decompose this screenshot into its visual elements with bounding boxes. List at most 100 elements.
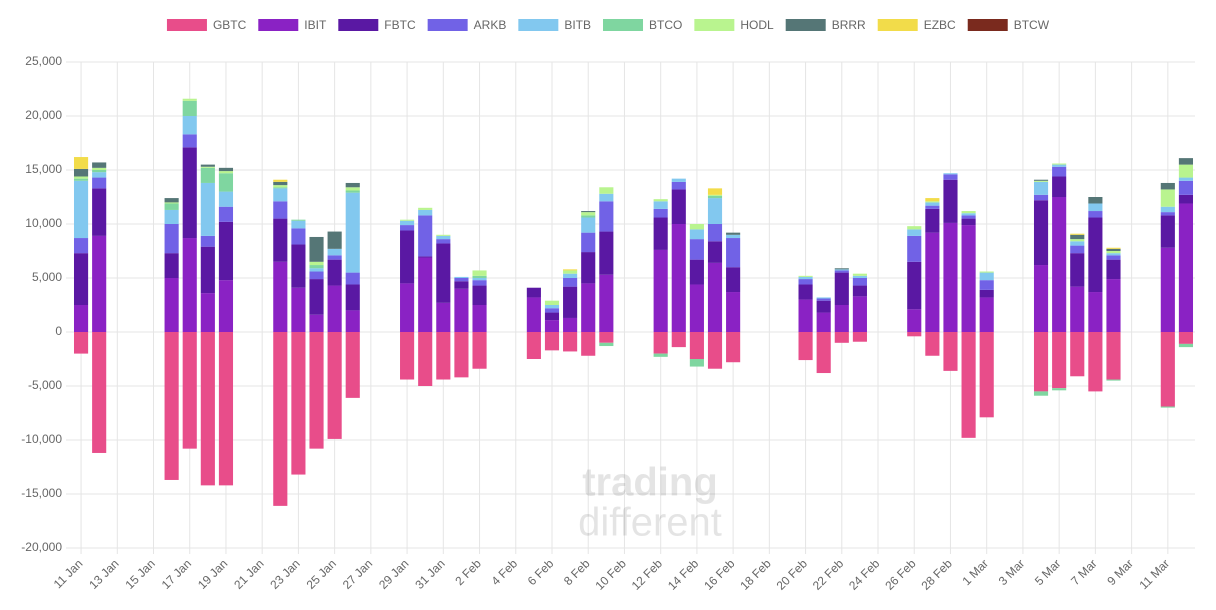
bar-segment bbox=[472, 280, 487, 286]
bar-segment bbox=[961, 215, 976, 219]
bar-segment bbox=[1178, 164, 1194, 178]
bar-segment bbox=[291, 228, 306, 245]
legend-label: BRRR bbox=[832, 18, 866, 32]
bar-segment bbox=[816, 300, 831, 313]
bar-segment bbox=[436, 239, 451, 244]
bar-segment bbox=[273, 218, 288, 262]
x-tick-label: 27 Jan bbox=[340, 556, 375, 591]
bar-segment bbox=[526, 287, 541, 298]
watermark: trading different bbox=[578, 461, 722, 545]
bar-segment bbox=[182, 147, 197, 239]
bar-segment bbox=[581, 212, 596, 216]
bar-segment bbox=[707, 198, 723, 224]
bar-segment bbox=[599, 201, 614, 232]
x-tick-label: 25 Jan bbox=[304, 556, 339, 591]
bar-segment bbox=[182, 98, 197, 101]
bar-segment bbox=[653, 199, 668, 202]
bar-segment bbox=[200, 246, 215, 294]
bar-segment bbox=[563, 269, 578, 271]
bar-segment bbox=[726, 267, 741, 293]
bar-segment bbox=[979, 280, 994, 290]
bar-segment bbox=[92, 177, 107, 189]
bar-segment bbox=[182, 116, 197, 135]
bar-segment bbox=[907, 261, 922, 310]
legend-swatch bbox=[877, 19, 918, 31]
bar-segment bbox=[925, 232, 940, 332]
bar-segment bbox=[798, 279, 813, 285]
bar-segment bbox=[707, 332, 723, 369]
bar-segment bbox=[436, 302, 451, 332]
bar-segment bbox=[200, 332, 215, 486]
bar-segment bbox=[164, 278, 179, 332]
y-tick-label: 15,000 bbox=[25, 162, 62, 176]
bar-segment bbox=[273, 201, 288, 219]
bar-segment bbox=[1106, 255, 1121, 260]
bar-segment bbox=[309, 279, 324, 315]
bar-segment bbox=[454, 276, 469, 278]
bar-segment bbox=[1088, 197, 1103, 204]
bar-segment bbox=[943, 332, 958, 371]
bar-segment bbox=[726, 232, 741, 235]
y-tick-label: 20,000 bbox=[25, 108, 62, 122]
bar-segment bbox=[599, 231, 614, 275]
bar-segment bbox=[182, 100, 197, 116]
x-tick-label: 13 Jan bbox=[86, 556, 121, 591]
bar-segment bbox=[1033, 332, 1049, 392]
bar-segment bbox=[1070, 234, 1085, 240]
x-tick-label: 8 Feb bbox=[561, 556, 593, 588]
legend-label: IBIT bbox=[304, 18, 327, 32]
bar-segment bbox=[164, 253, 179, 278]
bar-segment bbox=[1178, 203, 1194, 332]
bar-segment bbox=[798, 276, 813, 280]
bar-segment bbox=[816, 297, 831, 299]
bar-segment bbox=[1106, 253, 1121, 256]
bar-segment bbox=[327, 255, 342, 260]
bar-segment bbox=[200, 166, 215, 168]
bar-segment bbox=[218, 167, 234, 172]
bar-segment bbox=[92, 332, 107, 453]
bar-segment bbox=[164, 198, 179, 203]
bar-segment bbox=[961, 332, 976, 438]
bar-segment bbox=[1160, 406, 1175, 408]
bar-segment bbox=[1033, 200, 1049, 266]
bar-segment bbox=[834, 272, 849, 305]
bar-segment bbox=[979, 297, 994, 332]
bar-segment bbox=[1088, 332, 1103, 392]
bar-segment bbox=[689, 224, 704, 230]
bar-segment bbox=[1160, 189, 1175, 207]
legend-label: GBTC bbox=[213, 18, 247, 32]
bar-segment bbox=[834, 332, 849, 343]
bar-segment bbox=[563, 332, 578, 352]
bar-segment bbox=[73, 178, 89, 181]
bar-segment bbox=[798, 332, 813, 361]
bar-segment bbox=[544, 332, 560, 351]
bar-segment bbox=[73, 238, 89, 254]
bar-segment bbox=[164, 332, 179, 480]
bar-segment bbox=[345, 187, 360, 191]
bar-segment bbox=[327, 285, 342, 332]
bar-segment bbox=[164, 224, 179, 254]
bar-segment bbox=[472, 270, 487, 276]
bar-segment bbox=[273, 185, 288, 188]
watermark-text: trading bbox=[582, 461, 718, 505]
bar-segment bbox=[544, 308, 560, 313]
bar-segment bbox=[979, 271, 994, 273]
bar-segment bbox=[925, 208, 940, 233]
bar-segment bbox=[979, 332, 994, 418]
x-tick-label: 19 Jan bbox=[195, 556, 230, 591]
legend: GBTC IBIT FBTC ARKB BITB BTCO HODL BRRR EZBC BTCW bbox=[166, 18, 1050, 32]
bar-segment bbox=[979, 289, 994, 298]
bar-segment bbox=[1070, 233, 1085, 235]
legend-item: GBTC bbox=[166, 18, 247, 32]
bar-segment bbox=[907, 332, 922, 337]
bar-segment bbox=[418, 207, 433, 210]
x-tick-label: 7 Mar bbox=[1068, 556, 1100, 588]
bar-segment bbox=[707, 262, 723, 332]
bar-segment bbox=[1052, 163, 1067, 165]
bar-segment bbox=[834, 305, 849, 332]
x-tick-label: 11 Jan bbox=[51, 556, 86, 591]
bar-segment bbox=[544, 312, 560, 321]
bar-segment bbox=[1052, 388, 1067, 391]
bar-segment bbox=[671, 189, 686, 224]
bar-segment bbox=[1106, 248, 1121, 251]
